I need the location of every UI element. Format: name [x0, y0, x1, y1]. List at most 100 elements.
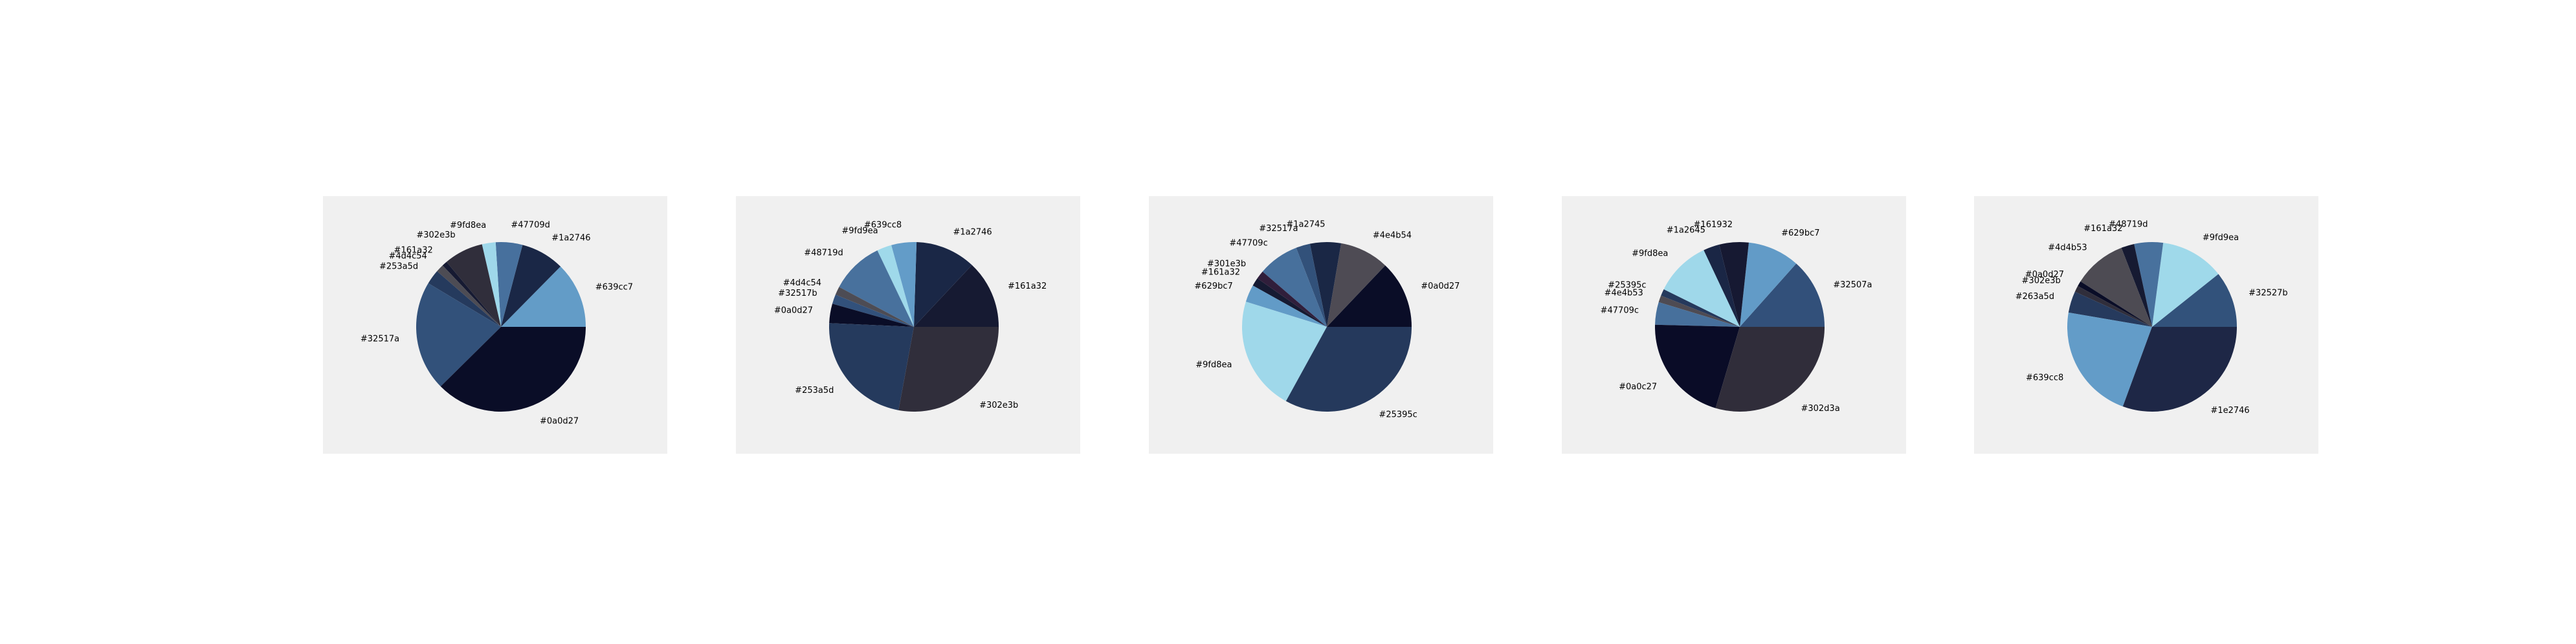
pie-slice — [446, 244, 501, 327]
pie-slice — [442, 261, 501, 327]
pie-slice — [501, 245, 561, 327]
pie-slice-label: #9fd9ea — [2203, 233, 2239, 243]
pie-slice-label: #1e2746 — [2210, 406, 2249, 416]
pie-slice-label: #4d4c54 — [783, 278, 821, 288]
pie-slice — [1262, 247, 1327, 327]
pie-slice — [1257, 271, 1327, 327]
pie-chart-4: #32507a #629bc7 #161932#1a2645 #9fd8ea #2539… — [1601, 220, 1872, 414]
pie-slice-label: #48719d — [804, 248, 843, 258]
pie-slice — [1241, 302, 1327, 401]
pie-slice — [2121, 243, 2152, 327]
pie-chart-panel-3: #0a0d27 #4e4b54 #1a2745 #32517a #47709c #301e… — [1149, 196, 1493, 454]
pie-slice — [1658, 295, 1740, 327]
pie-slice — [495, 242, 523, 327]
pie-slice — [1740, 242, 1797, 327]
pie-slice-label: #4e4b53 — [1604, 288, 1643, 298]
pie-slice — [914, 242, 972, 327]
pie-slice-label: #32527b — [2248, 288, 2288, 298]
pie-chart-panel-1: #639cc7 #1a2746 #47709d #9fd8ea #302e3b #161a… — [323, 196, 667, 454]
pie-slice — [2068, 291, 2152, 327]
pie-chart-panel-4: #32507a #629bc7 #161932 #1a2645 #9fd8ea #2539… — [1562, 196, 1906, 454]
pie-slice — [416, 283, 501, 387]
pie-slice-label: #47709c — [1601, 305, 1639, 315]
pie-slice — [891, 241, 917, 327]
pie-slice-label: #32517a — [1259, 224, 1298, 234]
pie-slice — [1285, 327, 1412, 412]
pie-slice-label: #161a32 — [394, 246, 433, 256]
pie-slice-label: #25395c — [1379, 410, 1417, 420]
pie-chart-5: #32527b #9fd9ea #48719d#161a32 #4d4b53 #0a0d… — [2015, 220, 2288, 416]
pie-slice — [437, 265, 501, 327]
pie-slice-label: #629bc7 — [1194, 282, 1232, 291]
pie-slice-label: #0a0d27 — [1421, 282, 1460, 291]
pie-slice — [832, 294, 914, 327]
pie-slice — [2074, 285, 2152, 327]
pie-slice — [428, 271, 501, 327]
pie-slice — [2152, 243, 2219, 327]
pie-slice-label: #253a5d — [379, 262, 418, 272]
pie-slice-label: #0a0d27 — [774, 305, 813, 315]
pie-slice-label: #9fd8ea — [1195, 361, 1232, 370]
pie-slice-label: #1a2746 — [551, 233, 590, 243]
pie-slice-label: #301e3b — [1207, 260, 1246, 269]
pie-slice — [2078, 281, 2152, 327]
pie-slice — [835, 287, 914, 327]
pie-slice-label: #48719d — [2109, 220, 2148, 230]
pie-slice — [1245, 285, 1327, 327]
pie-slice — [839, 250, 914, 327]
pie-slice — [1719, 242, 1749, 327]
pie-slice — [829, 304, 914, 327]
pie-slice — [1661, 289, 1740, 327]
pie-slice — [1327, 265, 1412, 327]
pie-slice-label: #32517a — [361, 334, 399, 344]
pie-slice — [1663, 250, 1740, 327]
pie-slice-label: #302e3b — [2022, 276, 2061, 286]
pie-slice-label: #161a32 — [2083, 224, 2122, 234]
pie-slice-label: #32507a — [1833, 280, 1872, 290]
pie-chart-1: #639cc7 #1a2746#47709d #9fd8ea#302e3b #161a… — [361, 220, 633, 427]
pie-slice — [2080, 247, 2152, 327]
pie-slice — [898, 327, 999, 412]
pie-slice-label: #0a0c27 — [1619, 382, 1657, 392]
pie-slice-label: #161a32 — [1201, 268, 1240, 278]
pie-slice-label: #1a2746 — [953, 228, 992, 238]
pie-chart-panel-2: #161a32 #1a2746 #639cc8 #9fd9ea #48719d #4d4c… — [736, 196, 1080, 454]
pie-slice — [2134, 242, 2164, 327]
pie-slice-label: #9fd8ea — [450, 221, 486, 230]
pie-slice-label: #0a0d27 — [540, 417, 579, 427]
pie-slice-label: #302e3b — [416, 230, 455, 240]
pie-slice — [1715, 327, 1825, 412]
pie-slice — [1309, 242, 1342, 327]
pie-chart-panel-5: #32527b #9fd9ea #48719d #161a32 #4d4b53 #0a0d… — [1974, 196, 2318, 454]
pie-slice — [1296, 243, 1327, 327]
pie-slice-label: #4e4b54 — [1373, 230, 1412, 240]
pie-chart-2: #161a32 #1a2746 #639cc8#9fd9ea #48719d #4d4c… — [774, 221, 1047, 412]
pie-slice-label: #629bc7 — [1781, 228, 1819, 238]
pie-slice-label: #263a5d — [2015, 292, 2054, 302]
pie-slice-label: #0a0d27 — [2025, 270, 2064, 280]
pie-slice — [829, 323, 914, 410]
pie-slice-label: #4d4c54 — [388, 251, 427, 261]
pie-slice — [2152, 274, 2237, 327]
pie-slice — [482, 242, 501, 327]
pie-slice — [877, 245, 914, 327]
pie-slice-label: #32517b — [778, 289, 817, 298]
pie-slice — [2067, 312, 2152, 406]
pie-slice-label: #47709c — [1229, 239, 1267, 249]
pie-slice — [1740, 263, 1825, 327]
pie-slice-label: #639cc7 — [595, 283, 633, 293]
pie-slice-label: #25395c — [1608, 280, 1646, 290]
pie-slice-label: #253a5d — [795, 386, 834, 395]
pie-slice-label: #161932 — [1694, 220, 1733, 230]
pie-slice-label: #47709d — [511, 220, 550, 230]
pie-slice — [1252, 278, 1327, 327]
pie-slice-label: #639cc8 — [864, 221, 902, 230]
pie-slice-label: #9fd9ea — [841, 227, 878, 236]
pie-slice-label: #639cc8 — [2026, 373, 2063, 383]
pie-slice — [1327, 243, 1386, 327]
pie-slice-label: #1a2745 — [1286, 220, 1325, 230]
pie-slice-label: #161a32 — [1008, 282, 1047, 291]
pie-slice-label: #302e3b — [979, 401, 1018, 410]
pie-slice — [1655, 302, 1740, 327]
pie-slice — [440, 327, 586, 412]
